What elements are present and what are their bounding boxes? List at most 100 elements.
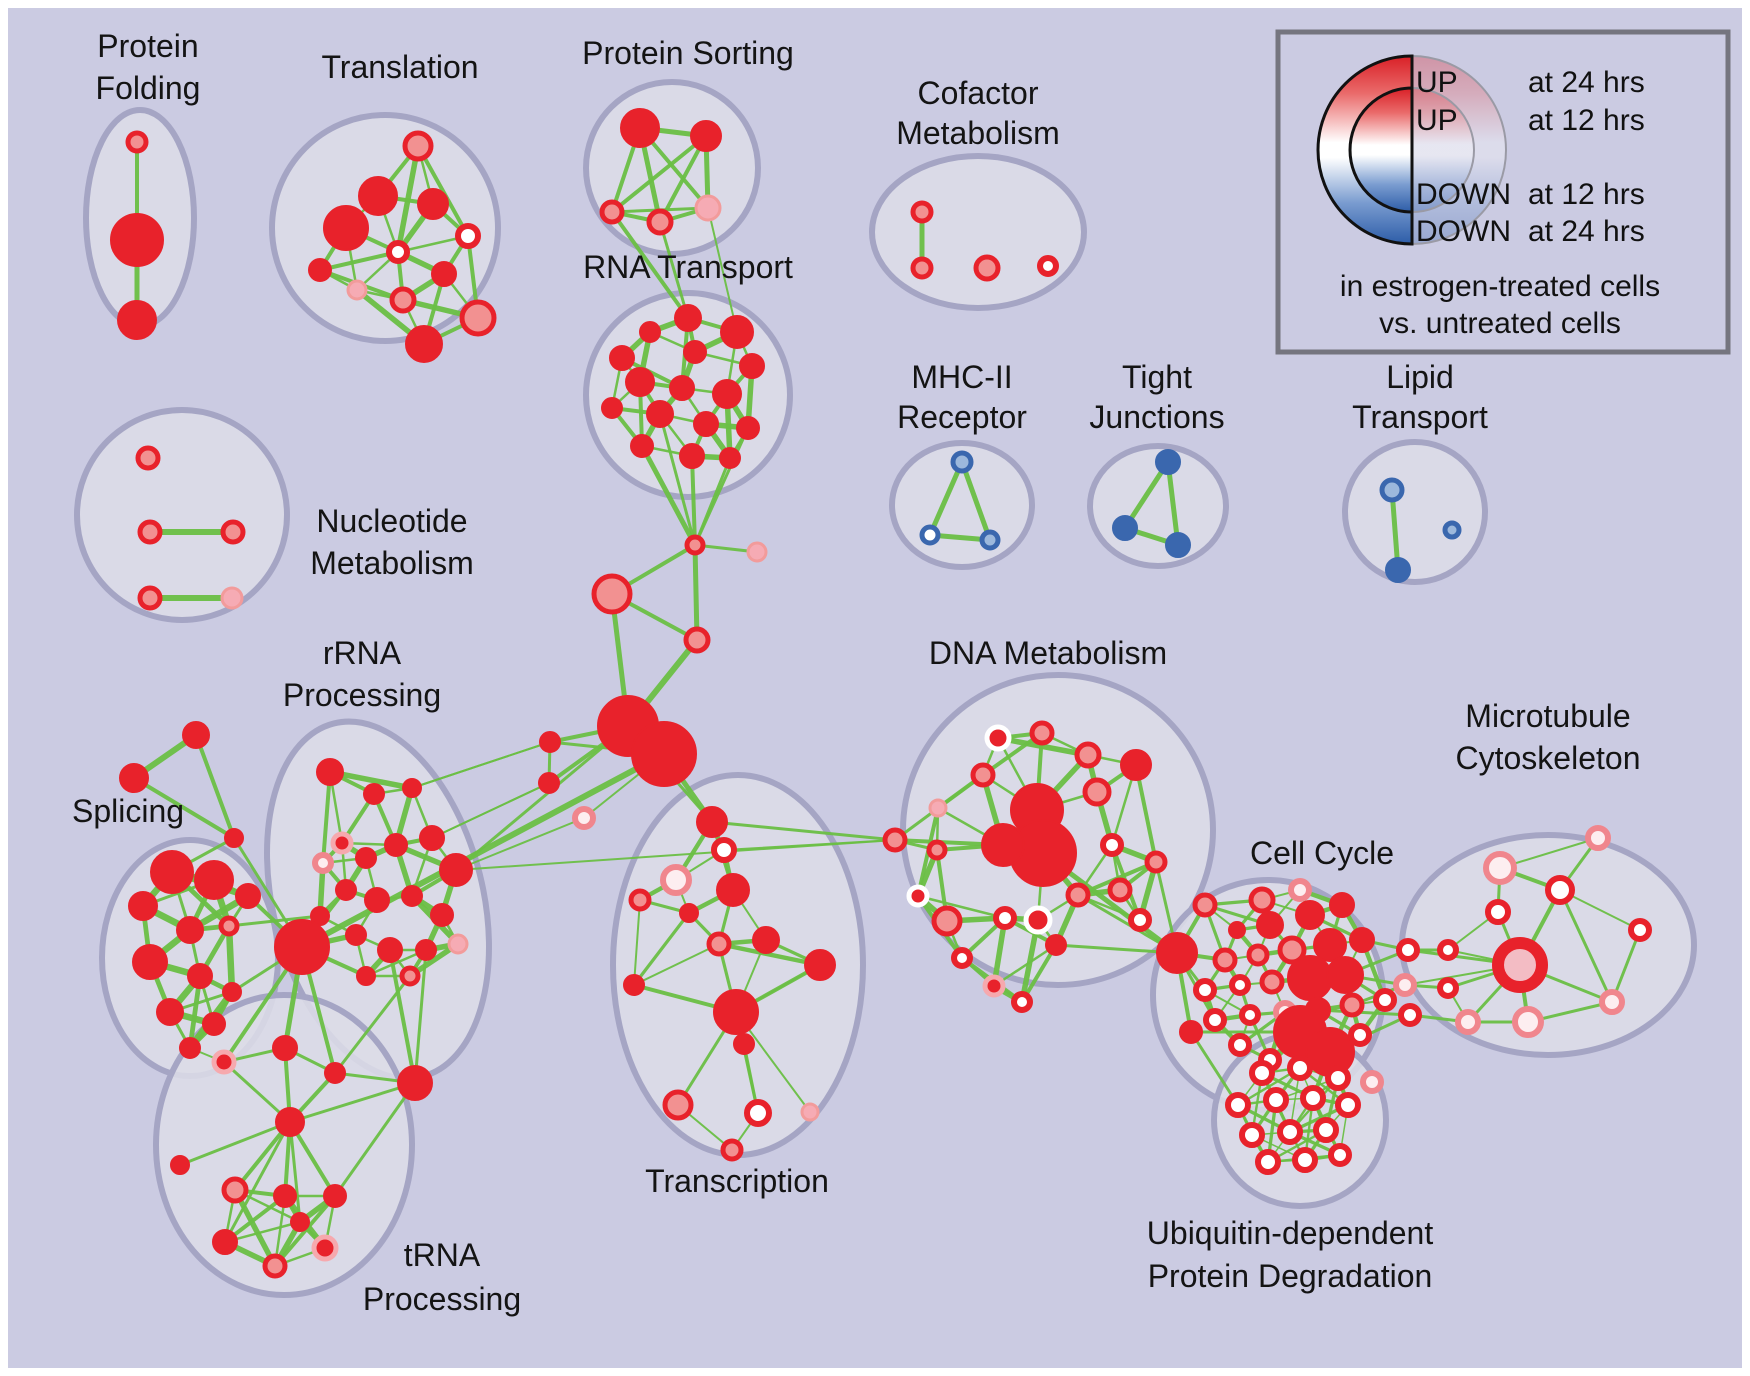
node-ubi-2[interactable] <box>1325 1065 1351 1091</box>
node-micro-3[interactable] <box>1437 939 1459 961</box>
node-translation-1[interactable] <box>358 176 398 216</box>
node-ubi-6[interactable] <box>1335 1092 1361 1118</box>
node-cell-11[interactable] <box>1349 927 1375 953</box>
node-translation-4[interactable] <box>455 223 481 249</box>
node-trna-12[interactable] <box>290 1212 310 1232</box>
node-ubi-1[interactable] <box>1287 1055 1313 1081</box>
node-rrna-17[interactable] <box>415 939 437 961</box>
node-splicing-3[interactable] <box>176 916 204 944</box>
node-cell-17[interactable] <box>1203 1008 1227 1032</box>
node-transcription-2[interactable] <box>660 864 692 896</box>
node-dna-17[interactable] <box>931 905 963 937</box>
node-backbone-7[interactable] <box>538 772 560 794</box>
node-dna-22[interactable] <box>1107 877 1133 903</box>
node-rrna-15[interactable] <box>274 919 330 975</box>
node-nucleotide-1[interactable] <box>137 519 163 545</box>
node-backbone-6[interactable] <box>539 731 561 753</box>
node-tight-2[interactable] <box>1165 532 1191 558</box>
node-ubi-10[interactable] <box>1255 1149 1281 1175</box>
node-micro-1[interactable] <box>1545 875 1575 905</box>
node-cell-21[interactable] <box>1339 992 1365 1018</box>
node-mhc-2[interactable] <box>979 529 1001 551</box>
node-rna-12[interactable] <box>736 416 760 440</box>
node-trna-9[interactable] <box>212 1229 238 1255</box>
node-transcription-14[interactable] <box>800 1102 820 1122</box>
node-trna-4[interactable] <box>275 1107 305 1137</box>
node-folding-1[interactable] <box>110 213 164 267</box>
node-transcription-3[interactable] <box>628 888 652 912</box>
node-splicing-1[interactable] <box>194 860 234 900</box>
node-cofactor-0[interactable] <box>910 200 934 224</box>
node-rna-9[interactable] <box>601 397 623 419</box>
node-rrna-6[interactable] <box>384 833 408 857</box>
node-cell-4[interactable] <box>1256 911 1284 939</box>
node-translation-11[interactable] <box>308 258 332 282</box>
node-cell-24[interactable] <box>1228 1033 1252 1057</box>
node-trna-2[interactable] <box>324 1062 346 1084</box>
node-dna-18[interactable] <box>906 884 930 908</box>
node-dna-3[interactable] <box>970 762 996 788</box>
node-cell-15[interactable] <box>1287 955 1333 1001</box>
node-trna-6[interactable] <box>221 1176 249 1204</box>
node-splicing-11[interactable] <box>235 883 261 909</box>
node-cofactor-2[interactable] <box>973 254 1001 282</box>
node-dna-16[interactable] <box>1045 934 1067 956</box>
node-cell-5[interactable] <box>1295 900 1325 930</box>
node-ubi-7[interactable] <box>1239 1122 1265 1148</box>
node-cell-30[interactable] <box>1398 1003 1422 1027</box>
node-rrna-13[interactable] <box>310 906 330 926</box>
node-cell-29[interactable] <box>1393 973 1417 997</box>
node-rrna-2[interactable] <box>402 778 422 798</box>
node-sorting-2[interactable] <box>599 199 625 225</box>
node-splicing-5[interactable] <box>132 944 168 980</box>
node-rna-7[interactable] <box>669 375 695 401</box>
node-lipid-0[interactable] <box>1379 477 1405 503</box>
node-cell-28[interactable] <box>1396 938 1420 962</box>
node-nucleotide-0[interactable] <box>135 445 161 471</box>
node-cell-13[interactable] <box>1229 974 1251 996</box>
node-rna-15[interactable] <box>719 447 741 469</box>
node-lipid-2[interactable] <box>1442 520 1462 540</box>
node-nucleotide-2[interactable] <box>220 519 246 545</box>
node-rrna-11[interactable] <box>401 885 423 907</box>
node-backbone-1[interactable] <box>746 541 768 563</box>
node-sorting-1[interactable] <box>690 120 722 152</box>
node-rrna-0[interactable] <box>316 758 344 786</box>
node-cofactor-3[interactable] <box>1037 255 1059 277</box>
node-rna-6[interactable] <box>625 367 655 397</box>
node-translation-2[interactable] <box>323 205 369 251</box>
node-backbone-11[interactable] <box>224 828 244 848</box>
node-ubi-4[interactable] <box>1263 1087 1289 1113</box>
node-dna-10[interactable] <box>1120 749 1152 781</box>
node-rna-2[interactable] <box>639 321 661 343</box>
node-trna-3[interactable] <box>397 1065 433 1101</box>
node-cell-10[interactable] <box>1313 928 1347 962</box>
node-rna-5[interactable] <box>739 353 765 379</box>
node-ubi-9[interactable] <box>1313 1117 1339 1143</box>
node-backbone-5[interactable] <box>631 721 697 787</box>
node-micro-0[interactable] <box>1483 851 1517 885</box>
node-splicing-6[interactable] <box>187 963 213 989</box>
node-dna-21[interactable] <box>1011 991 1033 1013</box>
node-rna-10[interactable] <box>646 400 674 428</box>
node-dna-19[interactable] <box>951 947 973 969</box>
node-translation-7[interactable] <box>346 279 368 301</box>
node-nucleotide-3[interactable] <box>137 585 163 611</box>
node-ubi-8[interactable] <box>1277 1119 1303 1145</box>
node-splicing-8[interactable] <box>156 998 184 1026</box>
node-rrna-18[interactable] <box>447 933 469 955</box>
node-dna-13[interactable] <box>1065 882 1091 908</box>
node-rna-13[interactable] <box>630 434 654 458</box>
node-translation-8[interactable] <box>389 286 417 314</box>
node-rrna-1[interactable] <box>363 783 385 805</box>
node-transcription-11[interactable] <box>733 1033 755 1055</box>
node-transcription-4[interactable] <box>716 873 750 907</box>
node-backbone-3[interactable] <box>683 626 711 654</box>
node-tight-1[interactable] <box>1112 515 1138 541</box>
node-backbone-8[interactable] <box>572 806 596 830</box>
node-folding-2[interactable] <box>117 300 157 340</box>
node-micro-9[interactable] <box>1628 918 1652 942</box>
node-rrna-19[interactable] <box>356 966 376 986</box>
node-translation-5[interactable] <box>386 240 410 264</box>
node-rna-3[interactable] <box>609 345 635 371</box>
